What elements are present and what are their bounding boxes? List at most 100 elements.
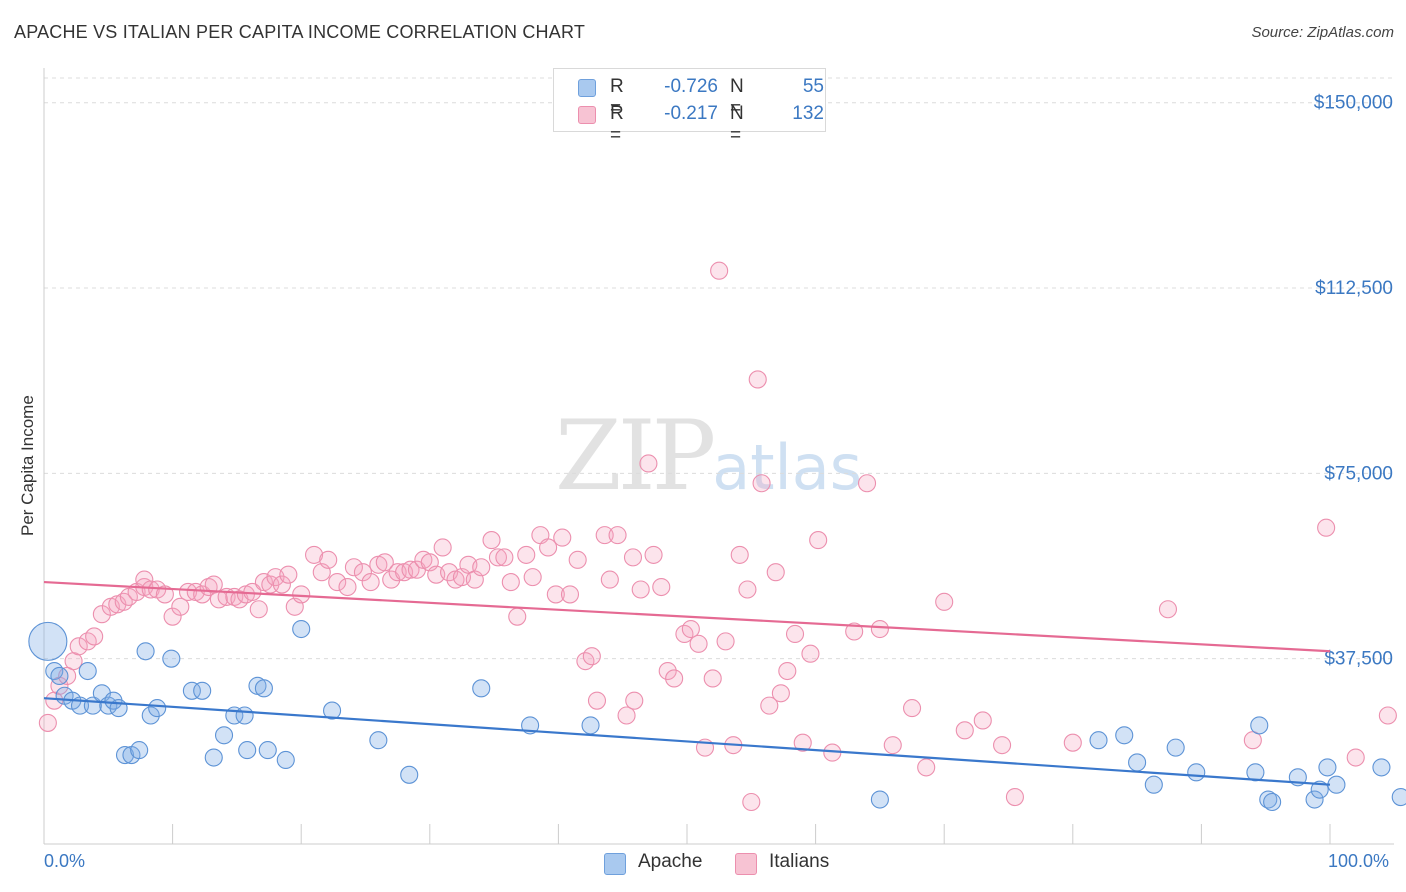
apache-point (204, 748, 223, 767)
chart-title: APACHE VS ITALIAN PER CAPITA INCOME CORR… (14, 22, 586, 42)
italians-point (319, 550, 338, 569)
watermark-atlas: atlas (712, 431, 863, 504)
italians-point (433, 538, 452, 557)
italians-point (809, 531, 828, 550)
source-label: Source: ZipAtlas.com (1251, 24, 1394, 41)
bottom-legend-swatch-apache (604, 853, 626, 875)
italians-point (472, 558, 491, 577)
italians-point (92, 605, 111, 624)
italians-point (328, 573, 347, 592)
legend-r-value: -0.726 (664, 76, 718, 97)
legend-r-value: -0.217 (664, 103, 718, 124)
apache-point (141, 706, 160, 725)
italians-point (501, 573, 520, 592)
italians-point (738, 580, 757, 599)
italians-point (344, 558, 363, 577)
italians-point (935, 592, 954, 611)
italians-point (730, 545, 749, 564)
italians-point (857, 474, 877, 493)
apache-point (870, 790, 889, 809)
italians-point (845, 622, 864, 641)
y-tick-label: $150,000 (1314, 93, 1393, 114)
italians-point (716, 632, 735, 651)
italians-point (553, 528, 572, 547)
apache-point (1128, 753, 1147, 772)
italians-point (508, 607, 527, 626)
apache-point (1166, 738, 1185, 757)
italians-point (595, 526, 614, 545)
bottom-legend-label-italians: Italians (769, 851, 830, 872)
legend-swatch-italians (578, 106, 596, 124)
legend-n-value: 132 (792, 103, 824, 124)
apache-point (1372, 758, 1391, 777)
italians-point (114, 592, 133, 611)
apache-point (130, 741, 149, 760)
apache-point (400, 765, 419, 784)
italians-point (69, 637, 88, 656)
apache-point (1391, 788, 1406, 807)
apache-point (369, 731, 388, 750)
apache-point (292, 619, 311, 639)
italians-point (955, 721, 974, 740)
italians-point (902, 699, 922, 718)
italians-point (155, 585, 174, 604)
italians-point (793, 733, 812, 752)
italians-point (752, 474, 771, 493)
apache-point (1246, 763, 1265, 782)
italians-point (587, 691, 607, 710)
x-tick-min: 0.0% (44, 851, 86, 871)
italians-point (760, 696, 779, 715)
apache-point (254, 679, 273, 698)
italians-point (703, 669, 722, 688)
italians-point (1317, 518, 1336, 537)
watermark: ZIPatlas (555, 400, 862, 512)
apache-point (235, 706, 254, 725)
italians-point (973, 711, 992, 730)
italians-point (38, 713, 57, 732)
apache-point (581, 716, 600, 735)
italians-point (272, 575, 291, 594)
apache-point (1144, 775, 1163, 794)
italians-point (292, 585, 311, 604)
italians-point (917, 758, 936, 777)
apache-point (1250, 716, 1269, 735)
legend-r-label: R = (610, 76, 624, 119)
italians-point (801, 644, 820, 663)
italians-point (1346, 748, 1365, 767)
x-tick-max: 100.0% (1328, 851, 1390, 871)
italians-point (742, 792, 761, 812)
apache-point (323, 701, 342, 720)
apache-point (162, 649, 181, 668)
italians-point (361, 573, 380, 592)
italians-point (353, 563, 372, 582)
apache-point (1318, 758, 1337, 777)
italians-point (710, 261, 729, 280)
italians-point (658, 661, 677, 681)
apache-point (1327, 775, 1346, 794)
italians-point (178, 582, 198, 602)
italians-point (488, 548, 508, 567)
italians-point (748, 370, 767, 389)
bottom-legend-label-apache: Apache (638, 851, 703, 872)
legend-swatch-apache (578, 79, 596, 97)
italians-point (560, 585, 580, 604)
italians-point (163, 607, 182, 626)
apache-point (136, 642, 155, 661)
apache-trend-line (43, 697, 1331, 786)
legend-n-label: N = (730, 76, 744, 119)
apache-point (1305, 790, 1324, 809)
italians-point (766, 563, 785, 582)
italians-point (568, 550, 587, 569)
italians-point (665, 669, 684, 688)
apache-point (148, 699, 167, 718)
apache-point (238, 741, 257, 760)
italians-point (85, 627, 104, 646)
y-tick-label: $37,500 (1324, 649, 1393, 670)
y-tick-label: $75,000 (1324, 463, 1393, 484)
italians-point (652, 577, 671, 597)
italians-point (401, 560, 420, 579)
apache-point (45, 661, 64, 681)
italians-point (993, 736, 1012, 755)
italians-point (681, 619, 700, 639)
